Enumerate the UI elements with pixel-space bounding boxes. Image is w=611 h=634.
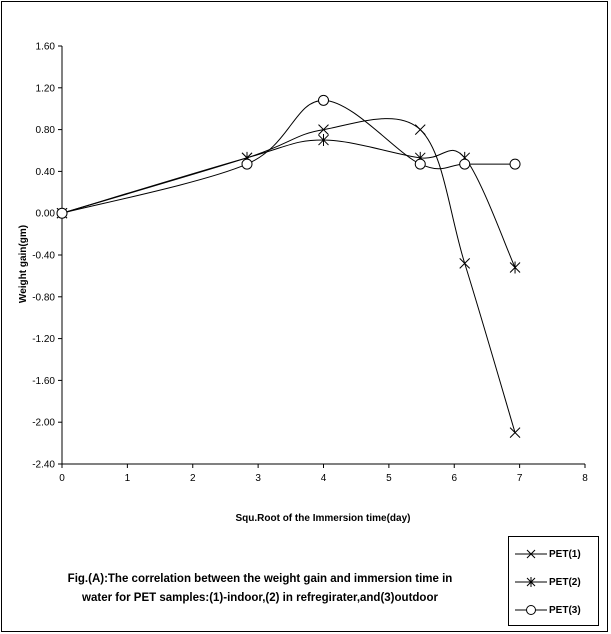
series-line-pet3 [61, 99, 516, 214]
data-point-x [318, 124, 329, 135]
x-tick-label: 8 [582, 473, 588, 484]
data-point-circle [414, 158, 426, 170]
data-point-star [509, 261, 521, 274]
data-point-circle [241, 158, 253, 170]
x-tick-label: 4 [321, 473, 327, 484]
legend-label: PET(1) [549, 549, 581, 560]
legend-item-pet1: PET(1) [509, 545, 598, 565]
y-tick-label: -2.40 [32, 460, 55, 471]
x-tick-label: 7 [517, 473, 523, 484]
x-tick-label: 1 [125, 473, 131, 484]
y-tick-label: -0.80 [32, 292, 55, 303]
legend-item-pet3: PET(3) [509, 601, 598, 621]
series-line-pet1 [61, 118, 516, 433]
y-tick-label: -1.20 [32, 334, 55, 345]
x-tick-label: 3 [255, 473, 261, 484]
series-line-pet2 [61, 139, 516, 268]
legend-circle-marker-icon [515, 605, 547, 615]
y-axis-label: Weight gain(gm) [18, 225, 29, 303]
data-point-circle [318, 94, 329, 106]
legend-item-pet2: PET(2) [509, 573, 598, 593]
x-tick-label: 6 [451, 473, 457, 484]
caption-line-2: water for PET samples:(1)-indoor,(2) in … [82, 592, 438, 604]
legend-star-marker-icon [515, 577, 547, 587]
data-point-circle [509, 158, 521, 170]
y-tick-label: -2.00 [32, 418, 55, 429]
y-tick-label: 0.80 [36, 125, 56, 136]
x-tick-label: 0 [59, 473, 65, 484]
legend-label: PET(3) [549, 605, 581, 616]
chart-markers [56, 94, 521, 439]
chart-legend: PET(1) PET(2) PET(3) [508, 536, 599, 626]
caption-line-1: Fig.(A):The correlation between the weig… [67, 573, 453, 585]
data-point-circle [459, 158, 471, 170]
y-tick-label: 1.60 [36, 42, 56, 53]
y-tick-label: 0.40 [36, 167, 56, 178]
data-point-x [414, 124, 426, 135]
data-point-star [318, 134, 329, 147]
data-point-x [509, 427, 521, 439]
figure-caption: Fig.(A):The correlation between the weig… [20, 570, 500, 608]
x-axis-label: Squ.Root of the Immersion time(day) [235, 513, 410, 524]
chart-series-lines [61, 99, 516, 433]
legend-label: PET(2) [549, 577, 581, 588]
y-tick-label: 0.00 [36, 209, 56, 220]
y-tick-label: -0.40 [32, 251, 55, 262]
y-tick-label: 1.20 [36, 83, 56, 94]
data-point-x [459, 258, 471, 269]
data-point-circle [56, 207, 68, 219]
y-tick-label: -1.60 [32, 376, 55, 387]
x-tick-label: 2 [190, 473, 196, 484]
x-tick-label: 5 [386, 473, 392, 484]
chart-axes: 1.60 1.20 0.80 0.40 0.00 -0.40 -0.80 -1.20 -1.60… [32, 42, 588, 485]
legend-x-marker-icon [515, 549, 547, 559]
